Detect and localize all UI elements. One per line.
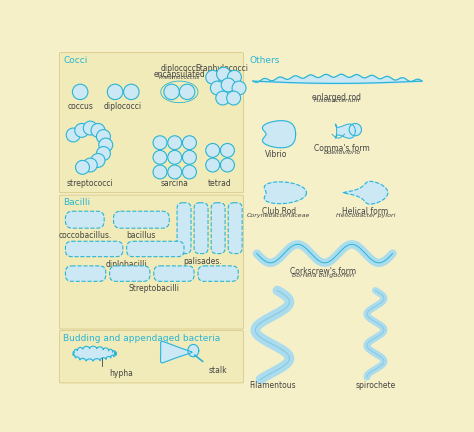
Circle shape xyxy=(217,67,230,81)
Circle shape xyxy=(107,84,123,100)
Text: encapsulated: encapsulated xyxy=(154,70,205,79)
Text: Corkscrew's form: Corkscrew's form xyxy=(290,267,356,276)
FancyBboxPatch shape xyxy=(59,195,244,329)
Circle shape xyxy=(124,84,139,100)
FancyBboxPatch shape xyxy=(113,211,169,228)
Text: stalk: stalk xyxy=(209,366,228,375)
FancyBboxPatch shape xyxy=(59,53,244,193)
Polygon shape xyxy=(263,121,296,148)
Text: Staphylococci: Staphylococci xyxy=(195,64,248,73)
Circle shape xyxy=(206,143,219,157)
Circle shape xyxy=(91,153,105,167)
Text: bacillus: bacillus xyxy=(127,231,156,240)
Circle shape xyxy=(220,143,235,157)
FancyBboxPatch shape xyxy=(194,203,208,254)
Text: sarcina: sarcina xyxy=(161,179,189,188)
Text: Comma's form: Comma's form xyxy=(314,144,370,153)
Circle shape xyxy=(216,91,230,105)
Circle shape xyxy=(75,160,90,174)
Circle shape xyxy=(206,70,219,84)
Text: streptococci: streptococci xyxy=(67,179,114,188)
Text: Helicobacter pylori: Helicobacter pylori xyxy=(336,213,395,218)
FancyBboxPatch shape xyxy=(65,241,123,257)
Polygon shape xyxy=(264,182,307,203)
Circle shape xyxy=(99,138,113,152)
Polygon shape xyxy=(336,124,356,138)
Text: Pneumococcus: Pneumococcus xyxy=(159,75,200,80)
Circle shape xyxy=(83,121,97,135)
Circle shape xyxy=(168,150,182,164)
Circle shape xyxy=(232,81,246,95)
Circle shape xyxy=(182,150,196,164)
FancyBboxPatch shape xyxy=(59,330,244,383)
Circle shape xyxy=(179,84,195,100)
FancyBboxPatch shape xyxy=(198,266,238,281)
FancyBboxPatch shape xyxy=(211,203,225,254)
Text: spirochete: spirochete xyxy=(356,381,396,391)
Text: coccobacillus.: coccobacillus. xyxy=(58,231,111,240)
Circle shape xyxy=(228,70,241,84)
Text: diplobacilli: diplobacilli xyxy=(106,260,147,269)
FancyBboxPatch shape xyxy=(177,203,191,254)
Circle shape xyxy=(220,158,235,172)
Text: Borrelia burgdorferi: Borrelia burgdorferi xyxy=(292,273,354,278)
Circle shape xyxy=(164,84,179,100)
Text: Helical form: Helical form xyxy=(342,207,389,216)
Text: enlarged rod: enlarged rod xyxy=(312,92,361,102)
Circle shape xyxy=(153,150,167,164)
Circle shape xyxy=(153,136,167,149)
Circle shape xyxy=(182,165,196,179)
Text: diplococci: diplococci xyxy=(104,102,142,111)
Circle shape xyxy=(96,130,110,143)
Circle shape xyxy=(206,158,219,172)
FancyBboxPatch shape xyxy=(65,211,104,228)
Polygon shape xyxy=(343,181,388,204)
Polygon shape xyxy=(188,344,199,357)
Text: Filamentous: Filamentous xyxy=(249,381,296,391)
Circle shape xyxy=(153,165,167,179)
Text: Others: Others xyxy=(249,56,280,65)
Text: Corynebacteriaceae: Corynebacteriaceae xyxy=(247,213,310,218)
Text: hypha: hypha xyxy=(109,369,134,378)
Text: Vibrio: Vibrio xyxy=(265,150,287,159)
Circle shape xyxy=(221,78,235,92)
Text: coccus: coccus xyxy=(67,102,93,111)
FancyBboxPatch shape xyxy=(109,266,150,281)
Circle shape xyxy=(83,158,97,172)
FancyBboxPatch shape xyxy=(228,203,242,254)
Text: Cocci: Cocci xyxy=(63,56,88,65)
FancyBboxPatch shape xyxy=(154,266,194,281)
Polygon shape xyxy=(161,341,192,363)
Circle shape xyxy=(168,136,182,149)
Circle shape xyxy=(66,128,80,142)
Text: palisades.: palisades. xyxy=(183,257,222,267)
Circle shape xyxy=(210,81,224,95)
Circle shape xyxy=(75,124,89,137)
Circle shape xyxy=(349,124,362,136)
Text: Streptobacilli: Streptobacilli xyxy=(128,284,179,293)
Polygon shape xyxy=(73,347,116,360)
Circle shape xyxy=(73,84,88,100)
Circle shape xyxy=(96,146,110,160)
FancyBboxPatch shape xyxy=(127,241,184,257)
Circle shape xyxy=(91,124,105,137)
Circle shape xyxy=(182,136,196,149)
Text: Club Rod: Club Rod xyxy=(262,207,296,216)
Circle shape xyxy=(227,91,241,105)
Text: diplococci: diplococci xyxy=(160,64,199,73)
Circle shape xyxy=(168,165,182,179)
FancyBboxPatch shape xyxy=(65,266,106,281)
Text: Bdellovibrio: Bdellovibrio xyxy=(323,149,361,155)
Text: tetrad: tetrad xyxy=(208,179,232,188)
Text: Bacilli: Bacilli xyxy=(63,198,90,207)
Text: Budding and appendaged bacteria: Budding and appendaged bacteria xyxy=(63,334,220,343)
Text: Fusobacterium: Fusobacterium xyxy=(313,98,360,103)
